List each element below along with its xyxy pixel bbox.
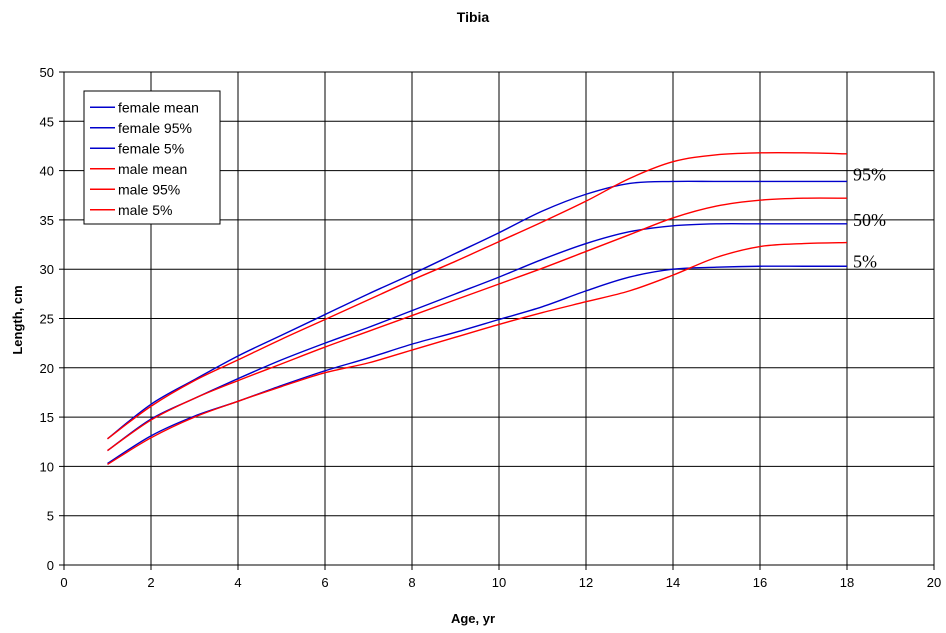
x-tick-label: 18	[840, 575, 854, 590]
series-line-male-95-	[107, 151, 848, 440]
x-tick-label: 14	[666, 575, 680, 590]
x-tick-label: 0	[60, 575, 67, 590]
axes: 0 2 4 6 8 10 12 14 16 18 20 0 5 10 15 20 25 30 35 40 45 50	[40, 65, 942, 590]
series-line-female-95-	[107, 180, 847, 440]
y-tick-label: 25	[40, 312, 54, 327]
percentile-annotation: 50%	[853, 210, 886, 230]
y-axis-label: Length, cm	[10, 285, 25, 354]
legend-entry: male 95%	[118, 181, 180, 197]
percentile-annotation: 95%	[853, 165, 886, 185]
legend: female mean female 95% female 5% male mean m…	[83, 90, 221, 225]
y-tick-label: 0	[47, 558, 54, 573]
y-tick-label: 5	[47, 509, 54, 524]
legend-entry: female 5%	[118, 140, 184, 156]
y-tick-label: 40	[40, 164, 54, 179]
x-tick-label: 4	[234, 575, 241, 590]
series-line-male-mean	[107, 197, 848, 452]
legend-entry: male 5%	[118, 202, 172, 218]
x-axis-label: Age, yr	[451, 611, 495, 626]
chart-title: Tibia	[457, 9, 490, 25]
y-tick-label: 30	[40, 262, 54, 277]
series-line-male-5-	[107, 241, 848, 466]
y-tick-label: 50	[40, 65, 54, 80]
y-tick-label: 15	[40, 410, 54, 425]
legend-entry: female 95%	[118, 120, 192, 136]
x-tick-label: 16	[753, 575, 767, 590]
y-tick-label: 20	[40, 361, 54, 376]
legend-entry: male mean	[118, 161, 187, 177]
x-tick-label: 10	[492, 575, 506, 590]
y-tick-label: 45	[40, 114, 54, 129]
legend-entry: female mean	[118, 99, 199, 115]
x-tick-label: 12	[579, 575, 593, 590]
percentile-annotation: 5%	[853, 251, 877, 271]
x-tick-label: 2	[147, 575, 154, 590]
x-tick-label: 20	[927, 575, 941, 590]
y-tick-label: 10	[40, 459, 54, 474]
annotations: 95% 50% 5%	[853, 165, 886, 272]
series-line-female-5-	[107, 265, 847, 465]
y-tick-label: 35	[40, 213, 54, 228]
x-tick-label: 6	[321, 575, 328, 590]
x-tick-label: 8	[408, 575, 415, 590]
series-lines	[107, 151, 848, 466]
series-line-female-mean	[107, 222, 847, 452]
legend-box	[83, 90, 221, 225]
